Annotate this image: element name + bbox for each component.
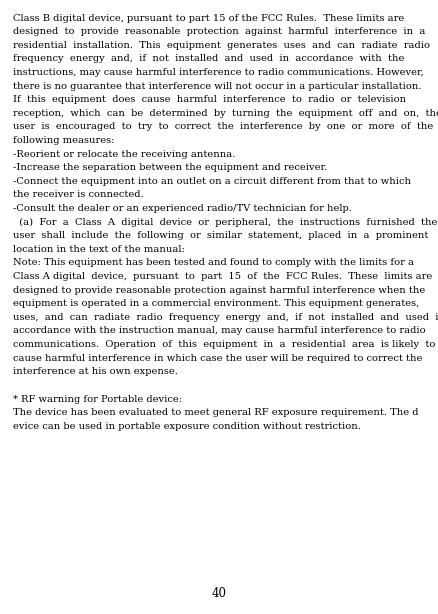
Text: residential  installation.  This  equipment  generates  uses  and  can  radiate : residential installation. This equipment… xyxy=(13,41,429,50)
Text: Class B digital device, pursuant to part 15 of the FCC Rules.  These limits are: Class B digital device, pursuant to part… xyxy=(13,14,403,23)
Text: -Reorient or relocate the receiving antenna.: -Reorient or relocate the receiving ante… xyxy=(13,150,235,158)
Text: there is no guarantee that interference will not occur in a particular installat: there is no guarantee that interference … xyxy=(13,82,421,90)
Text: -Increase the separation between the equipment and receiver.: -Increase the separation between the equ… xyxy=(13,163,327,172)
Text: designed to provide reasonable protection against harmful interference when the: designed to provide reasonable protectio… xyxy=(13,286,424,295)
Text: following measures:: following measures: xyxy=(13,136,114,145)
Text: user  is  encouraged  to  try  to  correct  the  interference  by  one  or  more: user is encouraged to try to correct the… xyxy=(13,122,432,131)
Text: uses,  and  can  radiate  radio  frequency  energy  and,  if  not  installed  an: uses, and can radiate radio frequency en… xyxy=(13,313,438,322)
Text: designed  to  provide  reasonable  protection  against  harmful  interference  i: designed to provide reasonable protectio… xyxy=(13,27,424,36)
Text: 40: 40 xyxy=(212,588,226,600)
Text: -Connect the equipment into an outlet on a circuit different from that to which: -Connect the equipment into an outlet on… xyxy=(13,177,410,186)
Text: instructions, may cause harmful interference to radio communications. However,: instructions, may cause harmful interfer… xyxy=(13,68,423,77)
Text: Class A digital  device,  pursuant  to  part  15  of  the  FCC Rules.  These  li: Class A digital device, pursuant to part… xyxy=(13,272,431,281)
Text: accordance with the instruction manual, may cause harmful interference to radio: accordance with the instruction manual, … xyxy=(13,327,425,335)
Text: -Consult the dealer or an experienced radio/TV technician for help.: -Consult the dealer or an experienced ra… xyxy=(13,204,351,213)
Text: the receiver is connected.: the receiver is connected. xyxy=(13,190,144,200)
Text: (a)  For  a  Class  A  digital  device  or  peripheral,  the  instructions  furn: (a) For a Class A digital device or peri… xyxy=(13,217,437,227)
Text: cause harmful interference in which case the user will be required to correct th: cause harmful interference in which case… xyxy=(13,354,422,363)
Text: * RF warning for Portable device:: * RF warning for Portable device: xyxy=(13,395,182,403)
Text: reception,  which  can  be  determined  by  turning  the  equipment  off  and  o: reception, which can be determined by tu… xyxy=(13,109,438,118)
Text: location in the text of the manual:: location in the text of the manual: xyxy=(13,245,185,254)
Text: evice can be used in portable exposure condition without restriction.: evice can be used in portable exposure c… xyxy=(13,422,360,431)
Text: communications.  Operation  of  this  equipment  in  a  residential  area  is li: communications. Operation of this equipm… xyxy=(13,340,434,349)
Text: Note: This equipment has been tested and found to comply with the limits for a: Note: This equipment has been tested and… xyxy=(13,258,413,268)
Text: equipment is operated in a commercial environment. This equipment generates,: equipment is operated in a commercial en… xyxy=(13,299,418,308)
Text: interference at his own expense.: interference at his own expense. xyxy=(13,367,178,376)
Text: If  this  equipment  does  cause  harmful  interference  to  radio  or  televisi: If this equipment does cause harmful int… xyxy=(13,95,406,104)
Text: user  shall  include  the  following  or  similar  statement,  placed  in  a  pr: user shall include the following or simi… xyxy=(13,231,427,240)
Text: The device has been evaluated to meet general RF exposure requirement. The d: The device has been evaluated to meet ge… xyxy=(13,408,418,417)
Text: frequency  energy  and,  if  not  installed  and  used  in  accordance  with  th: frequency energy and, if not installed a… xyxy=(13,54,404,63)
